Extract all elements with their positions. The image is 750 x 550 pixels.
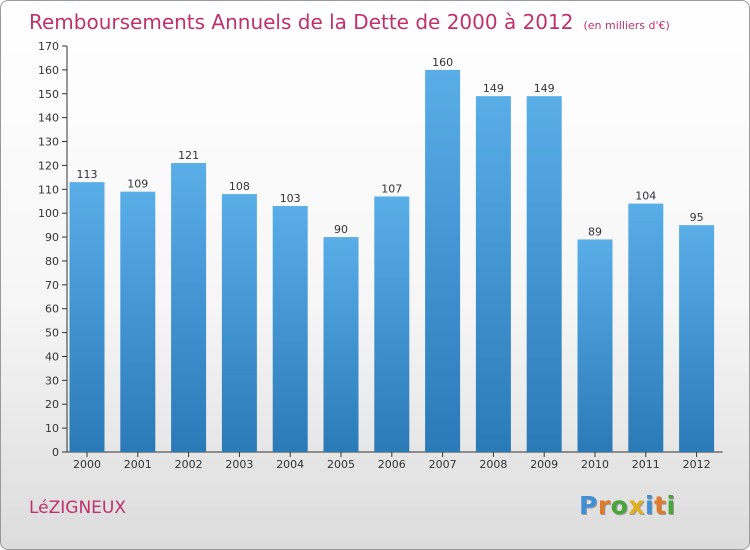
x-tick-label: 2009 — [530, 458, 558, 471]
y-tick-label: 20 — [45, 398, 59, 411]
y-tick-label: 30 — [45, 374, 59, 387]
bar-value-label: 90 — [334, 223, 348, 236]
x-axis: 2000 2001 2002 2003 2004 2005 2006 2007 2008 2009… — [67, 451, 723, 471]
logo-letter: o — [610, 491, 629, 520]
y-tick-label: 90 — [45, 231, 59, 244]
bar-value-label: 121 — [178, 149, 199, 162]
x-tick-label: 2002 — [175, 458, 203, 471]
logo-letter: i — [666, 491, 676, 520]
bar — [272, 206, 308, 452]
logo-letter: i — [645, 491, 655, 520]
bar — [171, 163, 207, 452]
y-tick-label: 110 — [38, 183, 59, 196]
logo-letter: r — [597, 491, 611, 520]
y-tick-label: 160 — [38, 64, 59, 77]
x-tick-label: 2003 — [225, 458, 253, 471]
y-tick-label: 70 — [45, 279, 59, 292]
bar-value-label: 149 — [483, 82, 504, 95]
bar — [69, 182, 105, 453]
chart-title-main: Remboursements Annuels de la Dette de 20… — [29, 10, 574, 34]
bar — [221, 194, 257, 452]
logo-letter: P — [579, 491, 598, 520]
y-tick-label: 140 — [38, 112, 59, 125]
bar-value-label: 107 — [381, 182, 402, 195]
y-axis: 0 10 20 30 40 50 60 70 80 90 100 110 120 130 140 150 160… — [38, 40, 68, 459]
y-tick-label: 130 — [38, 136, 59, 149]
y-tick-label: 60 — [45, 303, 59, 316]
bar — [374, 196, 410, 452]
bar-value-label: 160 — [432, 56, 453, 69]
x-tick-label: 2012 — [683, 458, 711, 471]
bar-value-label: 149 — [534, 82, 555, 95]
proxiti-logo: Proxiti — [579, 491, 676, 520]
x-tick-label: 2000 — [73, 458, 101, 471]
chart-title: Remboursements Annuels de la Dette de 20… — [29, 10, 670, 34]
bar — [628, 203, 664, 452]
x-tick-label: 2011 — [632, 458, 660, 471]
bar-value-label: 113 — [77, 168, 98, 181]
bar — [526, 96, 562, 452]
bar — [323, 237, 359, 452]
y-tick-label: 120 — [38, 159, 59, 172]
x-tick-label: 2010 — [581, 458, 609, 471]
commune-name: LéZIGNEUX — [29, 498, 127, 518]
bar — [679, 225, 715, 452]
x-tick-label: 2008 — [479, 458, 507, 471]
y-tick-label: 50 — [45, 327, 59, 340]
x-tick-label: 2001 — [124, 458, 152, 471]
y-tick-label: 170 — [38, 40, 59, 53]
bar-value-label: 89 — [588, 225, 602, 238]
bar — [475, 96, 511, 452]
y-tick-label: 150 — [38, 88, 59, 101]
y-tick-label: 0 — [52, 446, 59, 459]
bars: 113 109 121 108 103 90 107 160 149 149 89 104 95 — [69, 56, 715, 453]
bar-value-label: 109 — [127, 178, 148, 191]
bar — [577, 239, 613, 452]
bar — [120, 191, 156, 452]
bar-value-label: 108 — [229, 180, 250, 193]
y-tick-label: 40 — [45, 350, 59, 363]
bar-value-label: 104 — [635, 190, 656, 203]
bar-value-label: 103 — [280, 192, 301, 205]
chart-title-unit: (en milliers d'€) — [583, 19, 670, 32]
x-tick-label: 2006 — [378, 458, 406, 471]
logo-letter: x — [628, 491, 645, 520]
logo-letter: t — [654, 491, 667, 520]
y-tick-label: 100 — [38, 207, 59, 220]
x-tick-label: 2004 — [276, 458, 304, 471]
x-tick-label: 2007 — [429, 458, 457, 471]
y-tick-label: 10 — [45, 422, 59, 435]
y-tick-label: 80 — [45, 255, 59, 268]
bar-value-label: 95 — [690, 211, 704, 224]
bar — [425, 69, 461, 452]
x-tick-label: 2005 — [327, 458, 355, 471]
